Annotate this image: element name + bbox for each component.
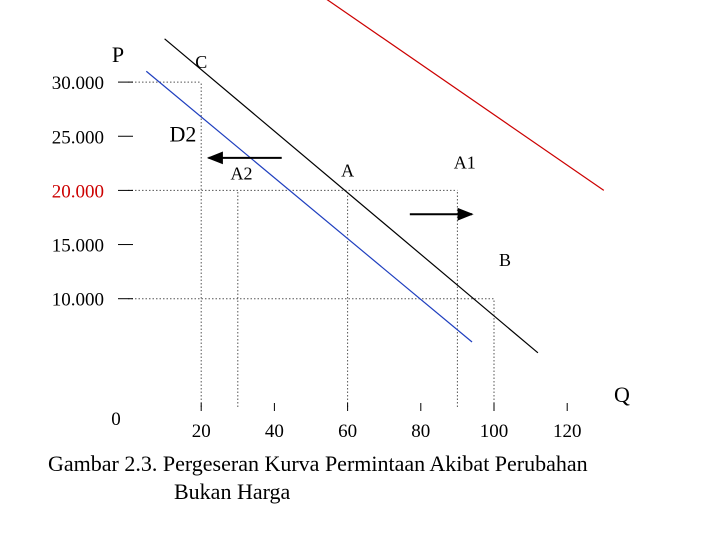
point-label-c: C [195,52,207,72]
x-axis-label: Q [614,382,630,407]
x-tick-label-1: 40 [265,421,284,442]
y-axis-label: P [112,42,124,67]
y-tick-label-2: 20.000 [52,181,104,202]
figure-caption: Gambar 2.3. Pergeseran Kurva Permintaan … [48,450,708,506]
x-tick-label-0: 20 [192,421,211,442]
demand-curve-d2 [145,70,473,343]
point-label-b: B [499,250,511,270]
demand-curve-d [164,38,539,354]
origin-label: 0 [111,409,121,430]
demand-curve-d1 [326,0,605,191]
caption-line-1: Gambar 2.3. Pergeseran Kurva Permintaan … [48,451,588,476]
curve-label-d2: D2 [169,122,196,147]
y-tick-label-4: 30.000 [52,73,104,94]
x-tick-label-5: 120 [553,421,582,442]
point-label-a1: A1 [454,153,476,173]
y-tick-label-0: 10.000 [52,290,104,311]
curve-label-d: D [170,0,189,1]
caption-line-2: Bukan Harga [174,479,291,504]
y-tick-label-3: 25.000 [52,127,104,148]
y-tick-label-1: 15.000 [52,236,104,257]
x-tick-label-2: 60 [338,421,357,442]
point-label-a: A [341,160,354,180]
x-tick-label-3: 80 [411,421,430,442]
demand-shift-chart: 10.000 15.000 20.000 25.000 30.000 20 40 60 80 10… [52,0,630,442]
point-label-a2: A2 [230,164,252,184]
x-tick-label-4: 100 [480,421,509,442]
